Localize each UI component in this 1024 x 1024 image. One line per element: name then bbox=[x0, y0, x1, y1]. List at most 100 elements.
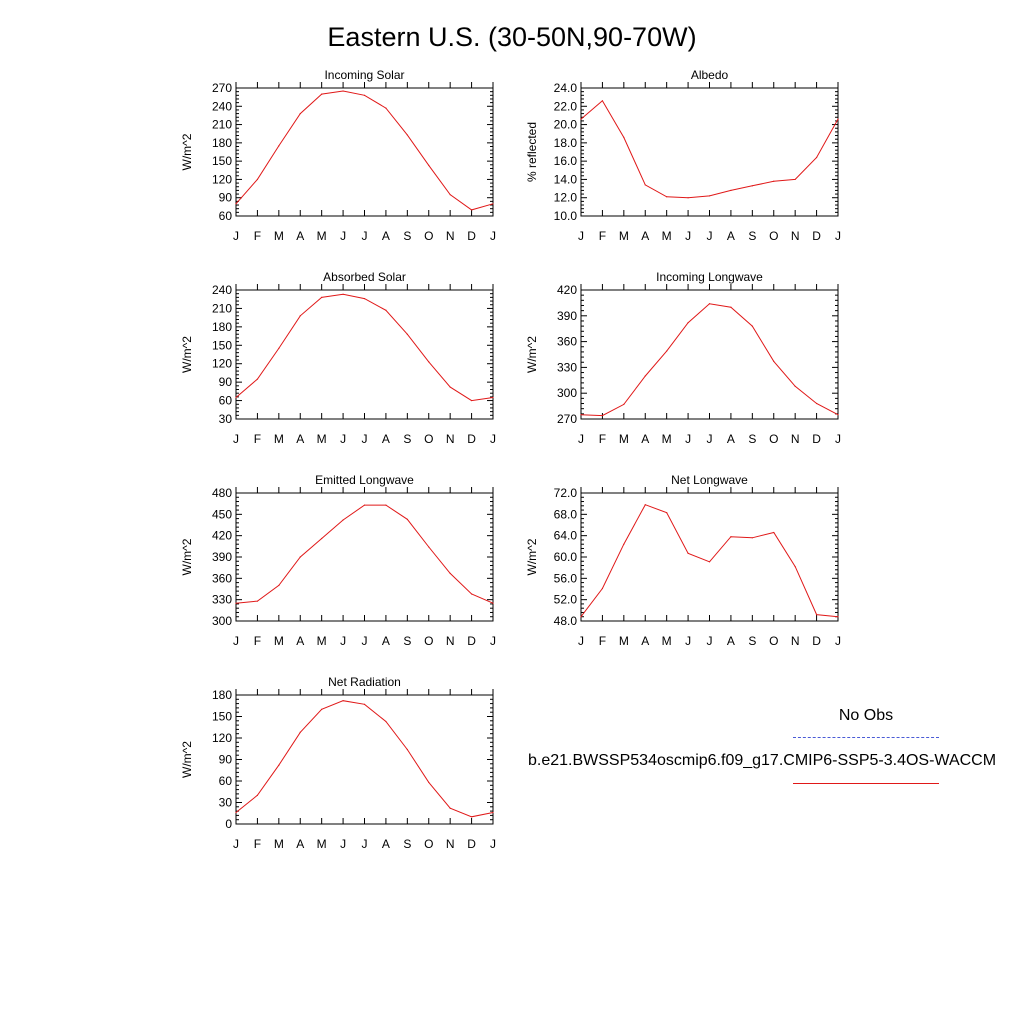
chart-panel-5: Emitted Longwave W/m^2 300 330 360 390 420 450 4… bbox=[180, 473, 496, 648]
data-point bbox=[299, 556, 301, 558]
x-tick-label: J bbox=[685, 634, 691, 648]
data-point bbox=[815, 156, 818, 159]
data-point bbox=[363, 298, 366, 300]
data-point bbox=[687, 322, 689, 324]
data-point bbox=[342, 293, 344, 295]
x-tick-label: J bbox=[835, 634, 841, 648]
x-tick-label: N bbox=[446, 229, 455, 243]
x-tick-label: F bbox=[599, 432, 606, 446]
x-tick-label: J bbox=[233, 432, 239, 446]
series-line-1 bbox=[580, 504, 839, 618]
panel-title: Net Longwave bbox=[671, 473, 748, 487]
x-tick-label: A bbox=[727, 229, 735, 243]
x-tick-label: M bbox=[317, 432, 327, 446]
y-tick-label: 0 bbox=[225, 817, 232, 831]
data-point bbox=[235, 811, 237, 814]
y-tick-label: 300 bbox=[212, 614, 232, 628]
y-tick-label: 180 bbox=[212, 320, 232, 334]
x-tick-label: J bbox=[490, 634, 496, 648]
data-point bbox=[644, 184, 646, 186]
data-point bbox=[666, 350, 668, 352]
x-tick-label: A bbox=[727, 634, 735, 648]
data-point bbox=[687, 197, 689, 199]
data-point bbox=[687, 552, 689, 554]
x-tick-label: M bbox=[317, 837, 327, 851]
data-point bbox=[256, 378, 259, 380]
x-tick-label: F bbox=[254, 837, 261, 851]
data-point bbox=[406, 134, 408, 136]
x-tick-label: J bbox=[578, 229, 584, 243]
data-point bbox=[385, 107, 387, 109]
data-point bbox=[321, 537, 323, 540]
y-axis-label: W/m^2 bbox=[180, 538, 194, 575]
data-point bbox=[299, 113, 301, 115]
x-tick-label: A bbox=[296, 432, 304, 446]
data-point bbox=[321, 296, 323, 298]
data-point bbox=[580, 616, 582, 618]
data-point bbox=[278, 584, 280, 587]
data-point bbox=[708, 303, 711, 305]
data-point bbox=[449, 386, 451, 388]
legend-obs-line-swatch bbox=[793, 737, 939, 738]
data-point bbox=[730, 536, 732, 538]
x-tick-label: O bbox=[769, 229, 778, 243]
x-tick-label: J bbox=[362, 229, 368, 243]
panel-title: Net Radiation bbox=[328, 675, 401, 689]
y-tick-label: 12.0 bbox=[554, 191, 578, 205]
data-point bbox=[644, 375, 646, 377]
y-tick-label: 210 bbox=[212, 118, 232, 132]
y-tick-label: 270 bbox=[212, 81, 232, 95]
x-tick-label: O bbox=[769, 432, 778, 446]
y-tick-label: 18.0 bbox=[554, 136, 578, 150]
x-tick-label: A bbox=[641, 229, 649, 243]
data-point bbox=[623, 403, 625, 405]
y-axis-label: W/m^2 bbox=[180, 741, 194, 778]
data-point bbox=[256, 178, 259, 181]
x-tick-label: O bbox=[424, 432, 433, 446]
y-tick-label: 30 bbox=[219, 412, 233, 426]
legend-model-label: b.e21.BWSSP534oscmip6.f09_g17.CMIP6-SSP5… bbox=[528, 752, 997, 769]
data-point bbox=[428, 164, 430, 167]
y-tick-label: 390 bbox=[212, 550, 232, 564]
x-tick-label: J bbox=[835, 432, 841, 446]
x-tick-label: M bbox=[274, 432, 284, 446]
data-point bbox=[794, 178, 796, 181]
x-tick-label: A bbox=[296, 837, 304, 851]
data-point bbox=[385, 720, 387, 723]
x-tick-label: N bbox=[446, 837, 455, 851]
data-point bbox=[794, 385, 796, 387]
x-tick-label: J bbox=[490, 837, 496, 851]
x-tick-label: S bbox=[403, 432, 411, 446]
chart-panel-4: Incoming Longwave W/m^2 270 300 330 360 390 420… bbox=[525, 270, 841, 446]
data-point bbox=[449, 807, 451, 809]
series-line-1 bbox=[580, 303, 839, 417]
plot-frame bbox=[580, 87, 839, 217]
data-point bbox=[363, 94, 366, 96]
chart-panel-3: Absorbed Solar W/m^2 30 60 90 120 150 180 210 240… bbox=[180, 270, 496, 446]
panel-title: Incoming Longwave bbox=[656, 270, 763, 284]
data-point bbox=[492, 811, 494, 814]
y-tick-label: 10.0 bbox=[554, 209, 578, 223]
data-point bbox=[492, 396, 494, 399]
y-axis-label: W/m^2 bbox=[180, 336, 194, 373]
y-tick-label: 360 bbox=[557, 335, 577, 349]
data-point bbox=[470, 399, 473, 402]
panel-title: Emitted Longwave bbox=[315, 473, 414, 487]
y-axis-label: W/m^2 bbox=[180, 133, 194, 170]
x-tick-label: J bbox=[362, 432, 368, 446]
x-tick-label: A bbox=[382, 229, 390, 243]
y-tick-label: 120 bbox=[212, 731, 232, 745]
y-tick-label: 330 bbox=[212, 593, 232, 607]
data-point bbox=[235, 203, 237, 205]
x-tick-label: N bbox=[446, 634, 455, 648]
x-tick-label: A bbox=[641, 634, 649, 648]
data-point bbox=[730, 189, 732, 191]
data-point bbox=[428, 781, 430, 784]
x-tick-label: A bbox=[382, 634, 390, 648]
series-line-1 bbox=[235, 293, 494, 402]
y-tick-label: 48.0 bbox=[554, 614, 578, 628]
y-tick-label: 180 bbox=[212, 688, 232, 702]
panel-title: Incoming Solar bbox=[324, 68, 404, 82]
data-point bbox=[470, 209, 473, 211]
